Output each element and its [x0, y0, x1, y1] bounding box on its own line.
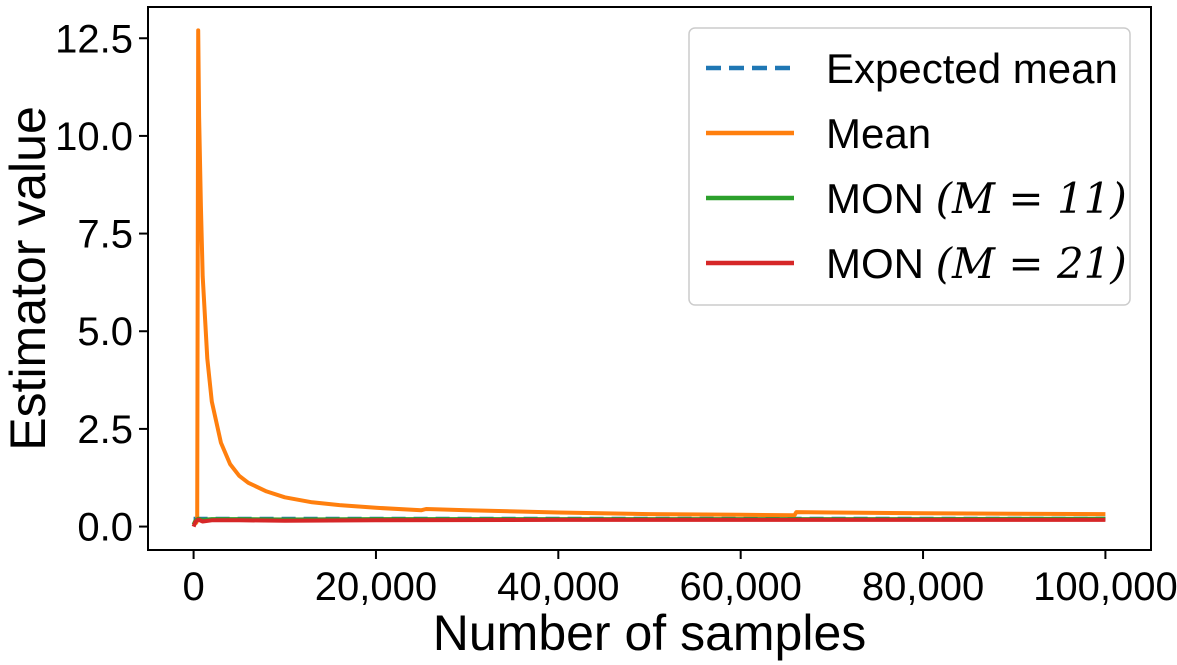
y-tick-label: 12.5 — [55, 17, 133, 61]
y-tick-label: 2.5 — [77, 408, 133, 452]
x-tick-label: 60,000 — [680, 565, 802, 609]
legend-label-text: MON — [826, 175, 936, 222]
y-tick-label: 7.5 — [77, 213, 133, 257]
legend-label: MON (M = 21) — [826, 239, 1127, 288]
legend-label-math: (M = 21) — [936, 239, 1127, 288]
y-tick-label: 0.0 — [77, 506, 133, 550]
series-layer — [191, 28, 1106, 528]
x-axis-label: Number of samples — [433, 605, 867, 661]
series-line-mean — [192, 28, 1106, 527]
x-axis: 0 20,000 40,000 60,000 80,000 100,000 — [182, 550, 1177, 609]
legend-box — [688, 27, 1131, 306]
legend-label: MON (M = 11) — [826, 174, 1127, 223]
x-tick-label: 80,000 — [862, 565, 984, 609]
plot-frame — [147, 6, 1152, 551]
legend-label-math: (M = 11) — [936, 174, 1127, 223]
y-tick-label: 5.0 — [77, 310, 133, 354]
x-tick-label: 20,000 — [315, 565, 437, 609]
legend-label: Expected mean — [826, 45, 1118, 92]
legend-label: Mean — [826, 110, 931, 157]
y-tick-label: 10.0 — [55, 115, 133, 159]
legend-label-text: MON — [826, 240, 936, 287]
legend-label-text: Expected mean — [826, 45, 1118, 92]
x-tick-label: 0 — [182, 565, 204, 609]
y-axis-label: Estimator value — [0, 106, 56, 451]
series-line-mon-m-21 — [191, 517, 1106, 528]
x-tick-label: 100,000 — [1033, 565, 1177, 609]
legend-label-text: Mean — [826, 110, 931, 157]
x-tick-label: 40,000 — [497, 565, 619, 609]
y-axis: 0.0 2.5 5.0 7.5 10.0 12.5 — [55, 17, 148, 550]
